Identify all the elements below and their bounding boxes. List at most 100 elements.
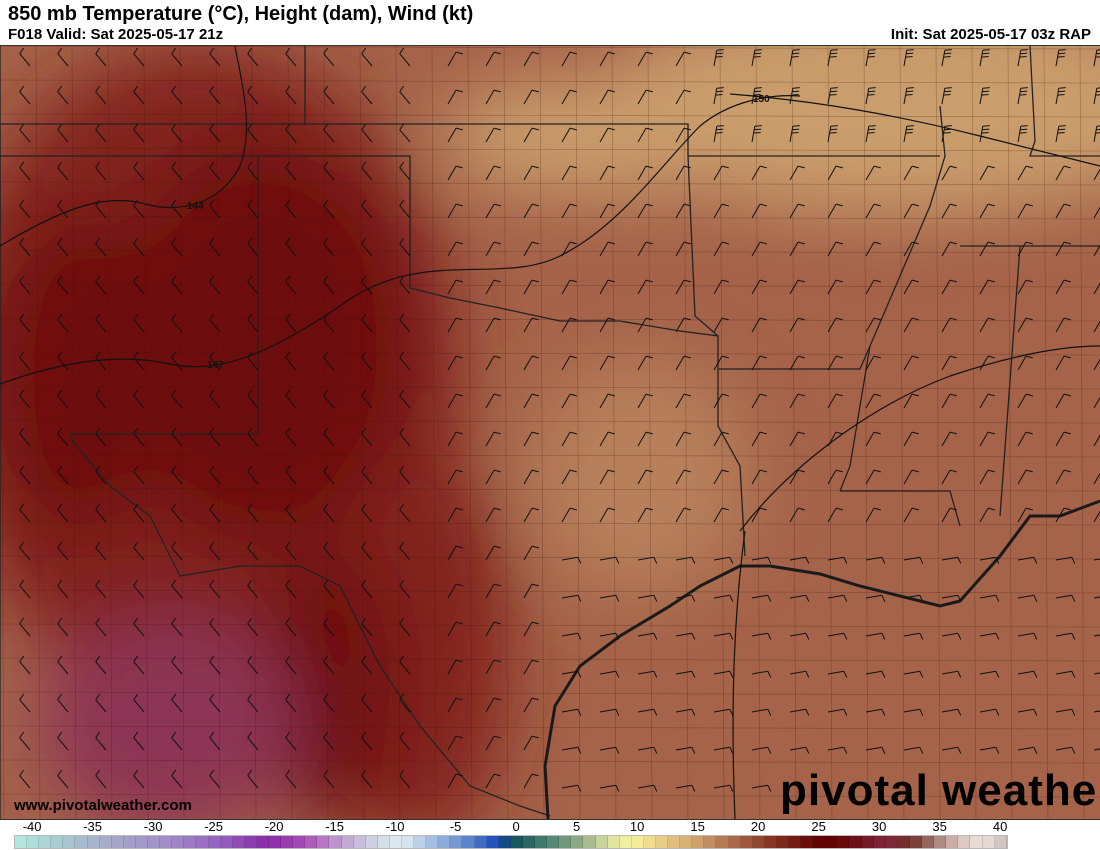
wind-barb	[399, 389, 411, 409]
wind-barb	[751, 784, 772, 792]
wind-barbs	[19, 47, 1100, 792]
wind-barb	[713, 393, 729, 409]
colorbar-cell	[547, 836, 560, 848]
wind-barb	[95, 769, 107, 789]
wind-barb	[941, 507, 957, 523]
wind-barb	[941, 241, 957, 257]
colorbar-cell	[329, 836, 342, 848]
colorbar-cell	[631, 836, 644, 848]
wind-barb	[171, 313, 183, 333]
wind-barb	[485, 659, 501, 675]
wind-barb	[865, 317, 881, 333]
wind-barb	[713, 241, 729, 257]
wind-barb	[599, 594, 620, 602]
wind-barb	[827, 125, 838, 143]
wind-barb	[523, 621, 539, 637]
wind-barb	[1093, 320, 1100, 333]
wind-barb	[447, 583, 463, 599]
wind-barb	[361, 617, 373, 637]
wind-barb	[447, 773, 463, 789]
colorbar-cell	[15, 836, 28, 848]
wind-barb	[865, 87, 876, 105]
wind-barb	[19, 199, 31, 219]
wind-barb	[399, 465, 411, 485]
colorbar-ticks: -40 -35 -30 -25 -20 -15 -10 -5 0 5 10 15 20 25 30 35 40	[0, 819, 1100, 834]
wind-barb	[57, 617, 69, 637]
wind-barb	[209, 389, 221, 409]
colorbar-cell	[486, 836, 499, 848]
wind-barb	[903, 507, 919, 523]
wind-barb	[361, 769, 373, 789]
wind-barb	[637, 594, 658, 602]
wind-barb	[713, 279, 729, 295]
wind-barb	[323, 769, 335, 789]
colorbar-cell	[982, 836, 995, 848]
wind-barb	[95, 465, 107, 485]
wind-barb	[599, 469, 615, 485]
wind-barb	[485, 241, 501, 257]
wind-barb	[979, 670, 1000, 678]
wind-barb	[789, 203, 805, 219]
wind-barb	[979, 317, 995, 333]
wind-barb	[599, 393, 615, 409]
colorbar-tick: 30	[871, 819, 887, 834]
wind-barb	[19, 389, 31, 409]
wind-barb	[599, 241, 615, 257]
colorbar-cell	[607, 836, 620, 848]
wind-barb	[1093, 634, 1100, 637]
wind-barb	[713, 556, 734, 564]
colorbar-cell	[293, 836, 306, 848]
wind-barb	[865, 203, 881, 219]
wind-barb	[285, 199, 297, 219]
colorbar-cell	[655, 836, 669, 848]
colorbar-cell	[946, 836, 959, 848]
wind-barb	[523, 469, 539, 485]
colorbar-cell	[740, 836, 753, 848]
wind-barb	[209, 655, 221, 675]
wind-barb	[789, 241, 805, 257]
colorbar-cell	[922, 836, 935, 848]
colorbar-cell	[619, 836, 632, 848]
wind-barb	[247, 617, 259, 637]
wind-barb	[713, 49, 724, 67]
wind-barb	[979, 708, 1000, 716]
wind-barb	[361, 465, 373, 485]
wind-barb	[1055, 594, 1076, 602]
wind-barb	[285, 655, 297, 675]
wind-barb	[361, 427, 373, 447]
wind-barb	[1017, 279, 1033, 295]
colorbar-tick: -10	[385, 819, 405, 834]
wind-barb	[171, 541, 183, 561]
wind-barb	[209, 351, 221, 371]
wind-barb	[789, 556, 810, 564]
wind-barb	[675, 203, 691, 219]
wind-barb	[247, 389, 259, 409]
wind-barb	[19, 161, 31, 181]
colorbar-cell	[909, 836, 923, 848]
wind-barb	[285, 47, 297, 67]
wind-barb	[1093, 125, 1100, 143]
wind-barb	[485, 317, 501, 333]
wind-barb	[789, 125, 800, 143]
wind-barb	[637, 556, 658, 564]
colorbar-cell	[728, 836, 741, 848]
wind-barb	[19, 85, 31, 105]
wind-barb	[599, 746, 620, 754]
wind-barb	[133, 389, 145, 409]
wind-barb	[903, 203, 919, 219]
wind-barb	[599, 279, 615, 295]
wind-barb	[941, 49, 952, 67]
wind-barb	[561, 279, 577, 295]
wind-barb	[323, 579, 335, 599]
wind-barb	[561, 594, 582, 602]
wind-barb	[865, 393, 881, 409]
wind-barb	[485, 545, 501, 561]
wind-barb	[485, 393, 501, 409]
wind-barb	[865, 469, 881, 485]
colorbar-tick: 40	[992, 819, 1008, 834]
wind-barb	[1093, 434, 1100, 447]
wind-barb	[95, 237, 107, 257]
colorbar-cell	[801, 836, 814, 848]
wind-barb	[133, 199, 145, 219]
wind-barb	[1093, 672, 1100, 675]
